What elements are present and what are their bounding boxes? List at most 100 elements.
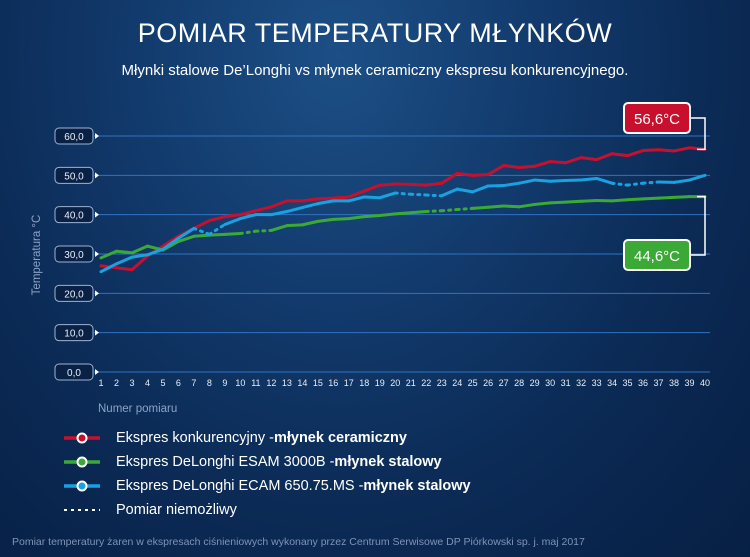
y-tick-box (54, 166, 94, 184)
x-tick-label: 16 (328, 378, 338, 388)
series-green-segment (362, 213, 382, 219)
y-tick-box (54, 284, 94, 302)
y-tick-box (54, 363, 94, 381)
series-blue-segment (207, 223, 227, 236)
y-tick-box (54, 324, 94, 342)
x-tick-label: 3 (129, 378, 134, 388)
series-green-segment (254, 228, 273, 233)
series-green-segment (269, 224, 289, 232)
series-red-segment (672, 146, 692, 153)
series-green-segment (409, 210, 428, 215)
series-blue-segment (641, 180, 661, 185)
y-tick-arrow (95, 329, 99, 336)
x-tick-label: 7 (191, 378, 196, 388)
series-blue-segment (269, 210, 289, 217)
series-red-segment (316, 196, 335, 201)
series-red-segment (331, 195, 351, 200)
x-tick-label: 2 (114, 378, 119, 388)
series-blue-segment (502, 181, 521, 188)
y-tick-label: 20,0 (64, 289, 84, 300)
series-red-segment (409, 182, 428, 187)
series-green-segment (486, 204, 506, 209)
y-tick-label: 0,0 (67, 368, 81, 379)
series-green-segment (672, 195, 692, 199)
series-blue-segment (517, 178, 537, 185)
annotation-box-green (623, 239, 691, 271)
series-red-segment (455, 171, 475, 177)
series-blue-segment (192, 226, 211, 236)
series-green-segment (424, 209, 444, 214)
y-tick-box (54, 245, 94, 263)
y-tick-label: 30,0 (64, 250, 84, 261)
series-red-segment (362, 183, 382, 193)
annotation-connector (690, 195, 706, 256)
x-tick-label: 10 (235, 378, 245, 388)
x-tick-label: 34 (607, 378, 617, 388)
series-blue-segment (362, 195, 382, 200)
series-red-segment (254, 205, 273, 213)
series-red-segment (207, 215, 227, 223)
x-axis-label: Numer pomiaru (98, 403, 177, 415)
footnote: Pomiar temperatury żaren w ekspresach ci… (12, 536, 585, 548)
y-tick-arrow (95, 133, 99, 139)
legend-item-dotted: Pomiar niemożliwy (62, 499, 237, 521)
series-green-segment (626, 197, 645, 202)
series-blue-segment (145, 247, 165, 257)
annotation-label-green: 44,6°C (634, 248, 680, 265)
y-tick-arrow (95, 172, 99, 179)
x-tick-label: 9 (222, 378, 227, 388)
series-red-segment (440, 171, 459, 185)
series-green-segment (207, 232, 227, 237)
x-tick-label: 39 (685, 378, 695, 388)
series-blue-segment (285, 206, 304, 214)
legend-label: Pomiar niemożliwy (116, 502, 237, 518)
x-tick-label: 26 (483, 378, 493, 388)
y-tick-box (54, 206, 94, 224)
y-tick-arrow (95, 251, 99, 257)
series-green-segment (517, 202, 537, 209)
series-green-segment (610, 198, 630, 203)
series-green-segment (657, 195, 676, 200)
x-tick-label: 37 (654, 378, 664, 388)
x-tick-label: 29 (530, 378, 540, 388)
x-tick-label: 14 (297, 378, 307, 388)
x-tick-label: 13 (282, 378, 292, 388)
legend-swatch (64, 480, 100, 492)
series-red-segment (641, 148, 661, 153)
series-blue-segment (393, 191, 413, 196)
series-red-segment (300, 197, 320, 203)
series-green-segment (130, 244, 149, 255)
series-green-segment (502, 204, 521, 209)
x-tick-label: 8 (207, 378, 212, 388)
legend-swatch (64, 509, 100, 511)
series-red-segment (517, 164, 537, 169)
series-red-segment (424, 181, 444, 187)
legend-item-red: Ekspres konkurencyjny - młynek ceramiczn… (62, 427, 407, 449)
series-blue-segment (688, 173, 707, 182)
series-green-segment (455, 206, 475, 212)
series-blue-segment (114, 255, 134, 266)
series-red-segment (114, 266, 134, 272)
x-tick-label: 20 (390, 378, 400, 388)
x-tick-label: 30 (545, 378, 555, 388)
x-tick-label: 23 (437, 378, 447, 388)
chart-subtitle: Młynki stalowe De’Longhi vs młynek ceram… (121, 62, 629, 79)
series-blue-segment (548, 178, 568, 183)
series-red-segment (486, 164, 506, 177)
series-blue-segment (471, 184, 490, 194)
x-tick-label: 4 (145, 378, 150, 388)
series-blue-segment (424, 193, 444, 198)
x-tick-label: 1 (98, 378, 103, 388)
series-blue-segment (347, 195, 366, 203)
series-green-segment (114, 249, 134, 255)
x-tick-label: 22 (421, 378, 431, 388)
series-red-segment (579, 156, 599, 162)
series-blue-segment (378, 191, 397, 200)
y-axis-label: Temperatura °C (31, 215, 43, 296)
legend-label-bold: młynek ceramiczny (273, 430, 407, 446)
series-green-segment (440, 208, 459, 213)
x-tick-label: 40 (700, 378, 710, 388)
y-tick-label: 40,0 (64, 211, 84, 222)
series-green-segment (192, 233, 211, 238)
legend-swatch (64, 432, 100, 444)
